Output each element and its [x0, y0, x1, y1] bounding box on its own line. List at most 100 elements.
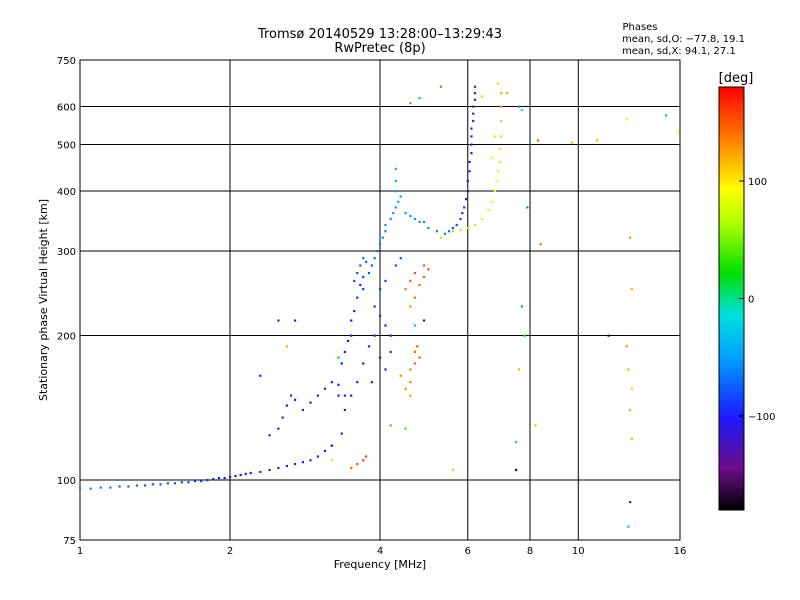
data-point	[455, 223, 458, 227]
data-point	[473, 98, 477, 101]
data-point	[285, 404, 288, 407]
data-point	[515, 441, 518, 444]
data-point	[630, 437, 633, 440]
data-point	[451, 227, 455, 230]
data-point	[379, 356, 382, 359]
data-point	[356, 381, 359, 384]
data-point	[217, 476, 221, 480]
data-point	[409, 305, 412, 308]
data-point	[409, 368, 412, 371]
data-point	[464, 198, 468, 201]
data-point	[389, 350, 392, 353]
data-point	[350, 394, 353, 397]
data-point	[439, 236, 443, 239]
data-point	[607, 334, 610, 337]
data-point	[343, 394, 347, 397]
data-point	[500, 105, 503, 108]
data-point	[409, 279, 412, 283]
x-tick-label: 16	[674, 546, 687, 557]
data-point	[353, 309, 356, 313]
chart-subtitle: RwPretec (8p)	[334, 41, 425, 56]
data-point	[459, 217, 462, 221]
data-point	[409, 394, 412, 397]
data-point	[365, 455, 368, 458]
data-point	[472, 105, 475, 108]
x-axis-label: Frequency [MHz]	[334, 558, 426, 571]
data-point	[463, 206, 466, 209]
data-points	[79, 82, 679, 528]
x-tick-label: 6	[465, 546, 471, 557]
data-point	[350, 466, 353, 470]
data-point	[418, 356, 421, 359]
data-point	[480, 95, 483, 98]
data-point	[293, 398, 297, 401]
y-tick-label: 200	[57, 332, 76, 343]
data-point	[392, 212, 395, 215]
data-point	[473, 85, 477, 88]
data-point	[362, 459, 365, 462]
stats-heading: Phases	[622, 22, 657, 33]
data-point	[461, 212, 464, 215]
data-point	[259, 374, 262, 377]
data-point	[676, 131, 679, 134]
data-point	[277, 319, 280, 322]
data-point	[394, 206, 397, 209]
x-tick-label: 10	[572, 546, 585, 557]
data-point	[212, 477, 215, 481]
data-point	[166, 482, 169, 485]
data-point	[337, 383, 340, 386]
data-point	[404, 387, 407, 390]
data-point	[536, 139, 540, 142]
data-point	[422, 264, 426, 267]
data-point	[249, 471, 252, 475]
data-point	[200, 480, 203, 483]
data-point	[493, 190, 497, 193]
data-point	[409, 102, 412, 105]
data-point	[409, 214, 412, 218]
data-point	[404, 212, 407, 215]
data-point	[343, 408, 347, 412]
data-point	[330, 444, 333, 447]
data-point	[343, 350, 347, 353]
data-point	[500, 135, 503, 138]
data-point	[109, 486, 112, 489]
data-point	[330, 459, 333, 462]
data-point	[381, 236, 384, 239]
data-point	[384, 223, 387, 227]
data-point	[350, 334, 353, 337]
data-point	[466, 179, 469, 183]
data-point	[323, 449, 327, 453]
colorbar-label: [deg]	[719, 71, 754, 86]
data-point	[413, 296, 417, 299]
data-point	[570, 141, 573, 144]
data-point	[472, 112, 475, 115]
data-point	[629, 408, 632, 412]
data-point	[473, 223, 477, 227]
data-point	[118, 485, 121, 488]
colorbar-tick-label: 0	[748, 295, 754, 306]
data-point	[384, 230, 387, 233]
data-point	[404, 427, 407, 430]
data-point	[356, 271, 359, 275]
data-point	[427, 268, 430, 271]
colorbar-tick-label: −100	[748, 412, 775, 423]
data-point	[397, 200, 400, 203]
data-point	[362, 275, 365, 279]
data-point	[384, 368, 387, 371]
data-point	[193, 480, 197, 483]
data-point	[630, 387, 633, 390]
y-tick-label: 75	[63, 536, 76, 547]
data-point	[367, 271, 371, 275]
stats-line-o: mean, sd,O: −77.8, 19.1	[622, 34, 745, 45]
data-point	[293, 319, 297, 322]
y-axis-label: Stationary phase Virtual Height [km]	[37, 199, 50, 401]
y-tick-label: 400	[57, 187, 76, 198]
data-point	[346, 339, 350, 343]
data-point	[367, 345, 371, 348]
data-point	[359, 283, 362, 287]
data-point	[394, 167, 397, 171]
data-point	[373, 334, 376, 337]
data-point	[316, 455, 319, 458]
data-point	[281, 416, 284, 419]
